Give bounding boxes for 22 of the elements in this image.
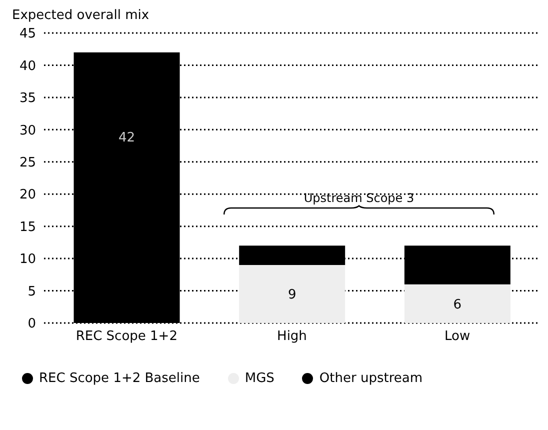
y-tick-label: 25 [19,156,36,171]
legend-label: REC Scope 1+2 Baseline [39,371,200,386]
data-label: 42 [118,130,136,146]
y-tick-label: 15 [19,220,36,235]
y-tick-label: 20 [19,188,36,203]
x-tick-label: High [277,329,307,344]
data-label: 6 [453,297,462,312]
legend-label: MGS [244,371,274,386]
y-tick-label: 5 [28,284,36,300]
bar [239,265,346,323]
y-axis-title: Expected overall mix [12,8,150,23]
y-tick-label: 0 [28,316,36,332]
y-tick-label: 10 [19,252,36,268]
y-tick-label: 40 [19,58,36,74]
data-label: 9 [288,288,296,303]
y-tick-label: 30 [19,123,36,138]
y-tick-label: 35 [19,91,36,106]
bar [404,284,510,323]
legend-label: Other upstream [319,371,423,386]
x-tick-label: Low [444,329,470,344]
y-tick-label: 45 [19,26,36,42]
x-tick-label: REC Scope 1+2 [76,329,178,344]
